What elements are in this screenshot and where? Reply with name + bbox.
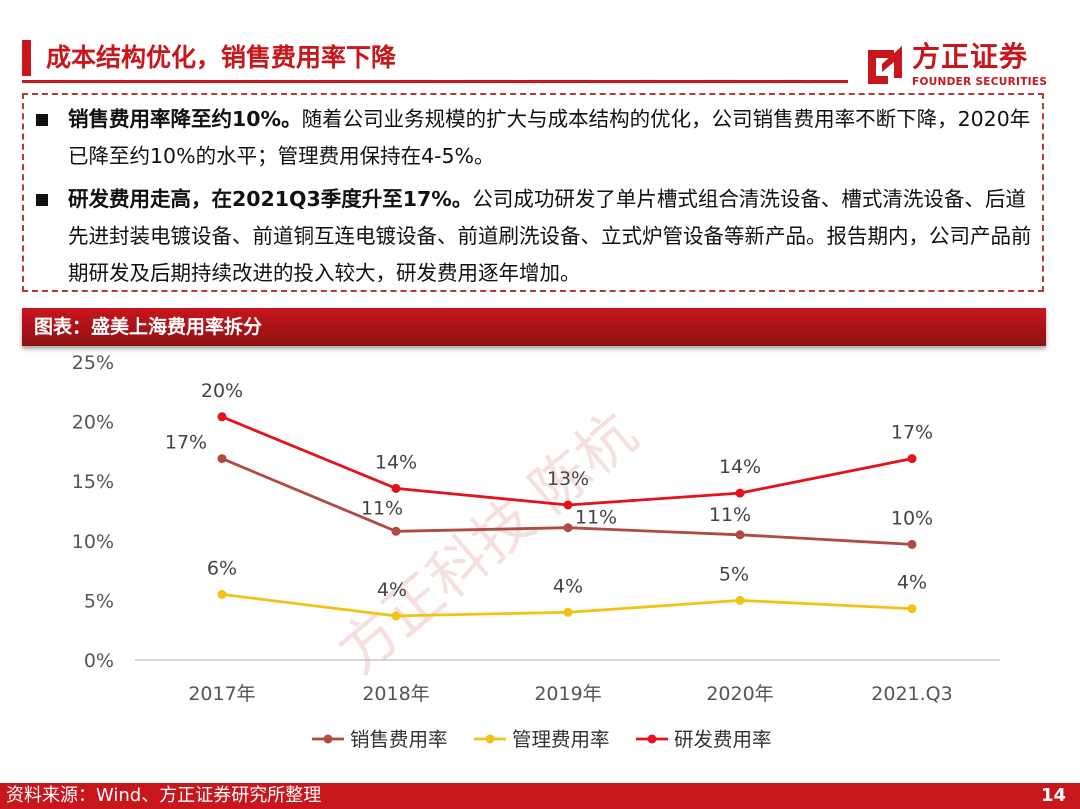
x-axis-ticks: 2017年 2018年 2019年 2020年 2021.Q3 [188, 683, 952, 705]
data-point [217, 589, 227, 599]
chart-caption: 图表：盛美上海费用率拆分 [34, 316, 263, 338]
data-label: 10% [891, 507, 933, 529]
data-label: 11% [361, 497, 403, 519]
data-point [563, 607, 573, 617]
x-tick-label: 2020年 [706, 683, 773, 705]
data-label: 17% [891, 422, 933, 444]
legend-label: 管理费用率 [512, 728, 610, 751]
expense-ratio-chart: 方正科技 陈杭 0% 5% 10% 15% 20% 25% 2017年 2018年 2019年… [72, 352, 1000, 751]
bullet-item: 销售费用率降至约10%。随着公司业务规模的扩大与成本结构的优化，公司销售费用率不… [36, 101, 1032, 175]
data-point [735, 530, 745, 540]
legend: 销售费用率 管理费用率 研发费用率 [312, 728, 772, 751]
y-tick-label: 0% [84, 650, 114, 672]
data-point [217, 412, 227, 422]
bullet-square-icon [36, 114, 48, 126]
y-tick-label: 25% [72, 352, 114, 374]
y-tick-label: 15% [72, 471, 114, 493]
legend-swatch-marker [485, 734, 495, 744]
page-number: 14 [1040, 785, 1066, 806]
title-divider [22, 80, 848, 83]
data-point [735, 488, 745, 498]
data-label: 5% [719, 563, 749, 585]
logo-text-en: FOUNDER SECURITIES [912, 76, 1048, 88]
data-point [735, 595, 745, 605]
data-label: 13% [547, 468, 589, 490]
data-label: 6% [207, 557, 237, 579]
legend-label: 销售费用率 [350, 728, 448, 751]
y-tick-label: 5% [84, 590, 114, 612]
data-point [907, 604, 917, 614]
data-point [563, 523, 573, 533]
y-tick-label: 20% [72, 412, 114, 434]
x-tick-label: 2017年 [188, 683, 255, 705]
data-label: 20% [201, 380, 243, 402]
data-label: 4% [553, 575, 583, 597]
data-point [907, 539, 917, 549]
series-group: 17% 11% 11% 11% 10% 6% 4% 4% 5% 4% 20% 14% 13% 14% 17% [165, 380, 933, 621]
bullet-square-icon [36, 194, 48, 206]
data-label: 11% [575, 507, 617, 529]
data-label: 4% [897, 572, 927, 594]
x-tick-label: 2019年 [534, 683, 601, 705]
chart-header-bar: 图表：盛美上海费用率拆分 [22, 308, 1046, 346]
watermark-text: 方正科技 陈杭 [325, 399, 649, 687]
bullet-text: 随着公司业务规模的扩大与成本结构的优化，公司销售费用率不断下降，2020年已降至… [68, 107, 1031, 168]
y-axis-ticks: 0% 5% 10% 15% 20% 25% [72, 352, 114, 672]
bullet-heading: 销售费用率降至约10%。 [68, 107, 302, 131]
data-point [391, 483, 401, 493]
data-point [907, 454, 917, 464]
footer-bar: 资料来源：Wind、方正证券研究所整理 14 [0, 783, 1080, 809]
x-tick-label: 2021.Q3 [871, 683, 952, 705]
legend-label: 研发费用率 [674, 728, 772, 751]
data-point [563, 500, 573, 510]
bullet-item: 研发费用走高，在2021Q3季度升至17%。公司成功研发了单片槽式组合清洗设备、… [36, 181, 1032, 292]
data-label: 17% [165, 432, 207, 454]
source-note: 资料来源：Wind、方正证券研究所整理 [6, 785, 322, 806]
data-point [217, 454, 227, 464]
bullet-heading: 研发费用走高，在2021Q3季度升至17%。 [68, 187, 473, 211]
y-tick-label: 10% [72, 531, 114, 553]
legend-swatch-marker [647, 734, 657, 744]
data-label: 4% [377, 579, 407, 601]
data-label: 11% [709, 504, 751, 526]
summary-box: 销售费用率降至约10%。随着公司业务规模的扩大与成本结构的优化，公司销售费用率不… [22, 93, 1044, 292]
x-tick-label: 2018年 [362, 683, 429, 705]
legend-swatch-marker [323, 734, 333, 744]
page-title: 成本结构优化，销售费用率下降 [46, 43, 397, 72]
data-label: 14% [719, 456, 761, 478]
founder-logo-icon [868, 46, 902, 84]
logo-text-cn: 方正证券 [912, 40, 1029, 73]
data-label: 14% [375, 451, 417, 473]
bullet-text: 公司成功研发了单片槽式组合清洗设备、槽式清洗设备、后道先进封装电镀设备、前道铜互… [68, 187, 1032, 285]
title-accent-bar [22, 40, 31, 76]
data-point [391, 611, 401, 621]
data-point [391, 526, 401, 536]
